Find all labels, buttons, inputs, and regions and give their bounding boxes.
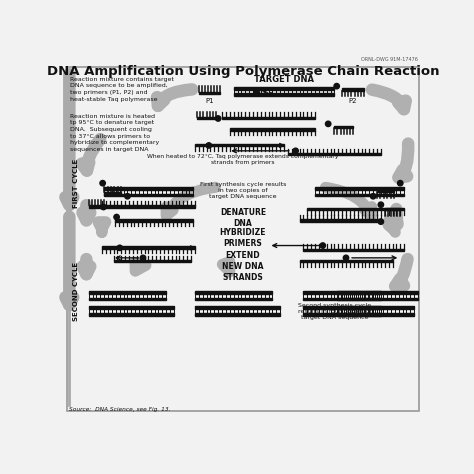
Bar [104,192,121,195]
Bar [288,153,381,155]
Text: FIRST CYCLE: FIRST CYCLE [73,158,79,208]
Bar [342,89,364,91]
Text: DNA Amplification Using Polymerase Chain Reaction: DNA Amplification Using Polymerase Chain… [46,65,439,78]
Circle shape [326,121,331,127]
Text: When heated to 72°C, Taq polymerase extends complementary
strands from primers: When heated to 72°C, Taq polymerase exte… [147,154,338,165]
Bar [197,117,216,119]
Bar [337,306,414,309]
Circle shape [140,255,146,261]
Text: DENATURE
DNA: DENATURE DNA [220,208,266,228]
Bar [195,298,273,300]
Bar [113,260,191,263]
Circle shape [100,181,105,186]
Bar [104,187,193,190]
Text: Second synthesis cycle
results in four copies of
target DNA sequence: Second synthesis cycle results in four c… [298,302,371,320]
Text: ORNL-DWG 91M-17476: ORNL-DWG 91M-17476 [361,57,418,62]
Bar [234,93,334,96]
Bar [315,187,404,190]
Bar [222,117,315,119]
Circle shape [100,204,106,210]
Bar [337,313,414,316]
Bar [195,144,284,146]
Bar [195,306,280,309]
Circle shape [378,202,383,208]
Circle shape [125,193,130,199]
Text: SECOND CYCLE: SECOND CYCLE [73,261,79,320]
Bar [303,248,404,251]
Bar [303,313,381,316]
Circle shape [293,148,298,154]
Circle shape [117,245,122,251]
Bar [199,91,220,94]
Text: Reaction mixture is heated
tp 95°C to denature target
DNA.  Subsequent cooling
t: Reaction mixture is heated tp 95°C to de… [70,114,159,152]
Bar [89,206,104,208]
Bar [315,193,404,196]
Bar [303,306,381,309]
Text: P1: P1 [205,99,214,104]
Circle shape [114,214,119,220]
Bar [104,193,193,196]
Bar [300,260,392,263]
Bar [115,219,192,222]
Bar [307,208,404,210]
Text: Source:  DNA Science, see Fig. 13.: Source: DNA Science, see Fig. 13. [69,407,171,412]
Bar [303,298,381,300]
Circle shape [215,116,221,121]
Text: First synthesis cycle results
in two copies of
target DNA sequence: First synthesis cycle results in two cop… [200,182,286,199]
Bar [300,219,381,222]
Bar [230,128,315,131]
Bar [89,313,174,316]
Circle shape [206,143,211,148]
Circle shape [370,193,376,199]
Circle shape [320,243,326,248]
Text: Taq: Taq [262,91,274,96]
Bar [89,306,174,309]
Bar [89,298,166,300]
Text: EXTEND
NEW DNA
STRANDS: EXTEND NEW DNA STRANDS [222,251,264,282]
Bar [195,291,273,294]
Circle shape [398,181,403,186]
Text: P2: P2 [349,99,357,104]
Bar [303,291,381,294]
Circle shape [254,91,260,96]
Text: HYBRIDIZE
PRIMERS: HYBRIDIZE PRIMERS [219,228,266,248]
Text: Reaction mixture contains target
DNA sequence to be amplified,
two primers (P1, : Reaction mixture contains target DNA seq… [70,77,174,102]
Bar [334,126,353,128]
Bar [377,190,394,192]
Bar [337,291,418,294]
Bar [234,87,334,90]
Circle shape [378,219,383,224]
Bar [102,246,195,248]
Bar [89,291,166,294]
Text: TARGET DNA: TARGET DNA [254,75,314,84]
Circle shape [334,83,339,89]
Bar [102,206,195,208]
Bar [385,208,400,210]
Circle shape [343,255,349,261]
Bar [337,298,418,300]
Bar [195,313,280,316]
